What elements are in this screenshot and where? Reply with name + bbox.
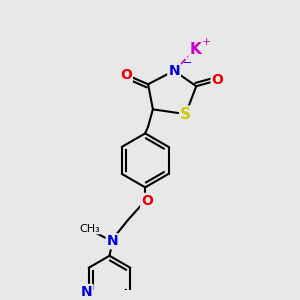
Text: O: O xyxy=(120,68,132,82)
Text: CH₃: CH₃ xyxy=(79,224,100,234)
Text: O: O xyxy=(212,74,224,87)
Text: N: N xyxy=(168,64,180,78)
Text: S: S xyxy=(180,106,191,122)
Text: K: K xyxy=(189,42,201,57)
Text: O: O xyxy=(141,194,153,208)
Text: N: N xyxy=(81,285,93,299)
Text: N: N xyxy=(106,234,118,248)
Text: +: + xyxy=(202,37,212,47)
Text: −: − xyxy=(183,58,192,68)
